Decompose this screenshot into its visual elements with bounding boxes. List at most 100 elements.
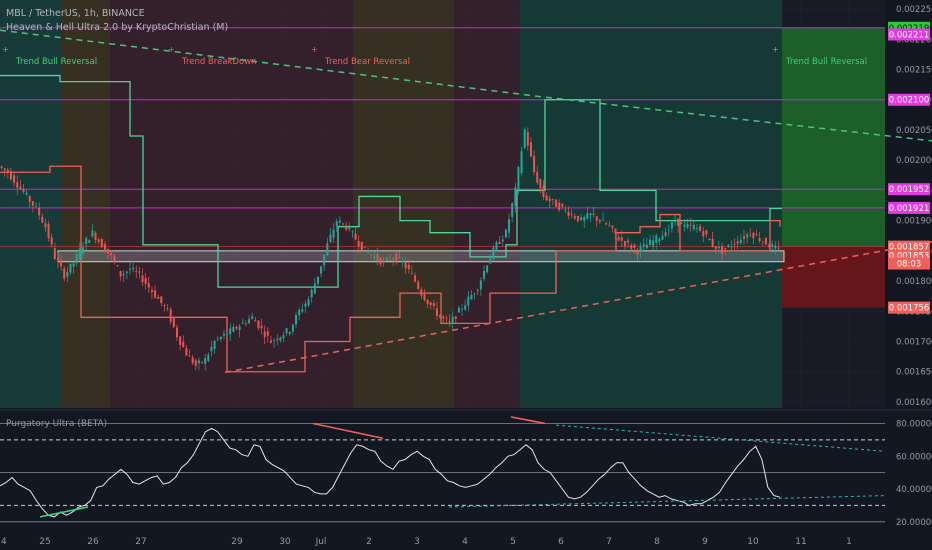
candle-body <box>276 338 279 341</box>
candle-body <box>310 289 313 298</box>
candle-body <box>504 229 507 238</box>
candle-body <box>44 223 47 228</box>
support-zone <box>57 27 885 308</box>
candle-body <box>464 305 467 310</box>
candle-body <box>263 331 266 338</box>
candle-body <box>595 216 598 221</box>
candle-body <box>758 238 761 242</box>
candle-body <box>467 296 470 306</box>
target-profit-box <box>782 27 885 247</box>
candle-body <box>523 129 526 148</box>
candle-body <box>470 294 473 300</box>
trend-band-5 <box>520 0 782 408</box>
candle-body <box>179 336 182 345</box>
time-tick-17: 1 <box>846 537 852 547</box>
candle-body <box>495 242 498 250</box>
heaven-hell-boxes <box>0 74 782 373</box>
grid <box>0 0 932 530</box>
candle-body <box>771 244 774 247</box>
price-tag-bg-0 <box>888 21 930 34</box>
time-tick-14: 9 <box>702 537 708 547</box>
candle-body <box>241 322 244 324</box>
time-tick-11: 6 <box>558 537 564 547</box>
time-tick-3: 27 <box>135 537 146 547</box>
candle-body <box>85 238 88 244</box>
green-dashed-trendline <box>0 29 932 142</box>
candle-body <box>129 268 131 271</box>
candle-body <box>210 346 213 352</box>
candle-body <box>564 209 567 211</box>
candle-body <box>16 182 19 188</box>
candle-body <box>273 340 276 342</box>
candle-body <box>489 258 492 264</box>
candle-body <box>363 247 366 249</box>
time-tick-0: 24 <box>0 537 7 547</box>
price-tag-8: 0.001756 <box>889 304 930 314</box>
candle-body <box>658 238 661 242</box>
indicator-title: Heaven & Hell Ultra 2.0 by KryptoChristi… <box>6 22 228 33</box>
candle-body <box>323 254 326 266</box>
candle-body <box>454 316 457 319</box>
candle-body <box>376 254 379 261</box>
time-tick-13: 8 <box>654 537 660 547</box>
candle-body <box>138 271 141 273</box>
candle-body <box>100 239 103 248</box>
candle-body <box>351 231 354 233</box>
candle-body <box>645 244 648 249</box>
price-tag-6: 0.001853 <box>889 252 930 262</box>
candle-body <box>498 241 501 244</box>
osc-tick-1: 40.000000 <box>896 485 932 495</box>
support-zone-rect <box>57 250 785 263</box>
candle-body <box>248 319 251 323</box>
candle-body <box>257 320 260 329</box>
annotation-marker-3: + <box>772 45 779 54</box>
candle-body <box>623 241 626 246</box>
time-tick-6: Jul <box>315 537 327 547</box>
candle-body <box>157 296 160 299</box>
candle-body <box>642 243 645 247</box>
candle-body <box>727 244 730 247</box>
candle-body <box>244 323 247 325</box>
candle-body <box>135 271 138 272</box>
candle-body <box>429 302 432 306</box>
candle-body <box>677 218 680 227</box>
candle-body <box>175 327 178 338</box>
trend-band-4 <box>454 0 520 408</box>
candle-body <box>307 299 310 306</box>
candle-body <box>423 294 426 301</box>
price-tag-bg-7 <box>888 257 930 270</box>
annotation-0: Trend Bull Reversal <box>15 57 97 67</box>
red-step-line <box>0 165 781 373</box>
candle-body <box>529 142 532 157</box>
chart-title: MBL / TetherUS, 1h, BINANCE <box>6 8 145 19</box>
price-tag-bg-3 <box>888 183 930 196</box>
candle-body <box>291 324 294 332</box>
candle-body <box>445 318 448 319</box>
candle-body <box>398 256 401 258</box>
candle-body <box>417 281 420 289</box>
candle-body <box>338 220 341 223</box>
candle-body <box>232 326 235 332</box>
candle-body <box>620 237 623 241</box>
candle-body <box>301 309 304 312</box>
candle-body <box>432 303 435 306</box>
candle-body <box>251 316 254 319</box>
osc-red_trend2 <box>510 416 546 425</box>
candle-body <box>611 225 614 228</box>
price-axis: 0.0016000.0016500.0017000.0017500.001800… <box>888 5 932 528</box>
candle-body <box>260 325 263 329</box>
candle-body <box>216 338 219 340</box>
oscillator-line <box>0 427 781 518</box>
time-tick-4: 29 <box>231 537 243 547</box>
red-dashed-trendline <box>224 241 932 374</box>
price-tag-1: 0.002211 <box>889 30 930 40</box>
candle-body <box>392 258 395 260</box>
candle-body <box>53 248 56 259</box>
oscillator-panel <box>0 416 886 523</box>
time-axis: 242526272930Jul2345678910111 <box>0 537 852 547</box>
candle-body <box>94 232 97 240</box>
annotation-marker-1: + <box>168 45 175 54</box>
